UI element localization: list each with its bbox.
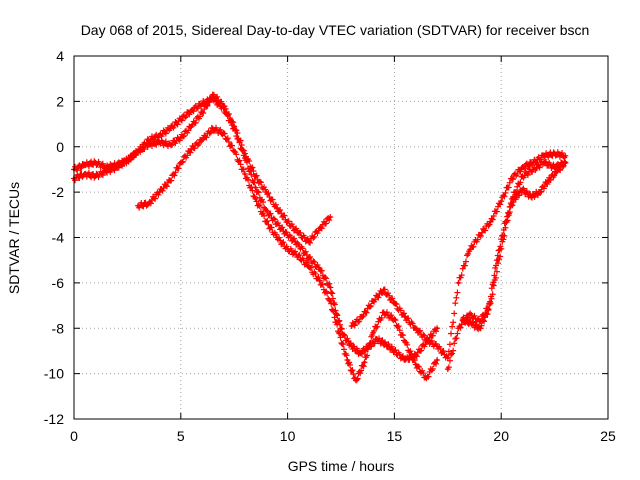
data-points [71,91,569,384]
series-3-markers [135,124,441,384]
grid-lines [74,56,608,419]
series-6-markers [459,158,569,333]
y-tick-label: 0 [56,139,64,155]
x-tick-label: 10 [280,428,296,444]
series-1-markers [71,95,441,364]
y-tick-label: 4 [56,48,64,64]
chart-title: Day 068 of 2015, Sidereal Day-to-day VTE… [81,22,590,38]
y-tick-label: -8 [52,320,65,336]
y-tick-label: -6 [52,275,65,291]
x-axis-label: GPS time / hours [288,458,395,474]
y-tick-label: -12 [44,411,64,427]
series-4-markers [348,149,569,361]
y-tick-label: -10 [44,366,64,382]
x-tick-label: 15 [387,428,403,444]
y-axis-label: SDTVAR / TECUs [6,182,22,294]
x-tick-label: 25 [600,428,616,444]
y-tick-label: -2 [52,184,65,200]
series-2-markers [71,91,334,246]
x-tick-label: 0 [70,428,78,444]
y-tick-label: 2 [56,93,64,109]
x-tick-label: 5 [177,428,185,444]
x-tick-label: 20 [493,428,509,444]
y-tick-label: -4 [52,230,65,246]
